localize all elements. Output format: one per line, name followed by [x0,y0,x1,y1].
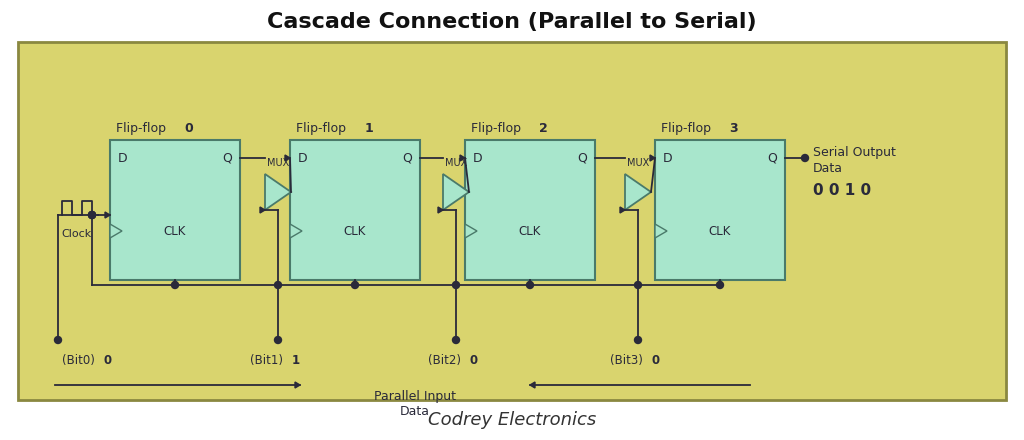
Circle shape [351,282,358,289]
Text: Codrey Electronics: Codrey Electronics [428,411,596,429]
Text: Flip-flop: Flip-flop [116,121,170,135]
Bar [655,140,785,280]
Polygon shape [443,174,469,210]
Bar [290,140,420,280]
Text: CLK: CLK [164,224,186,238]
Polygon shape [717,280,723,285]
Text: Clock: Clock [61,229,92,239]
Text: Flip-flop: Flip-flop [471,121,525,135]
Circle shape [88,212,95,219]
Polygon shape [530,382,535,388]
Polygon shape [295,382,300,388]
Polygon shape [460,155,465,161]
Text: Cascade Connection (Parallel to Serial): Cascade Connection (Parallel to Serial) [267,12,757,32]
Text: Data: Data [813,161,843,175]
Text: D: D [473,151,482,165]
Text: (Bit2): (Bit2) [428,354,465,367]
Text: 0: 0 [184,121,193,135]
Text: CLK: CLK [709,224,731,238]
Text: CLK: CLK [519,224,542,238]
Circle shape [453,337,460,344]
Text: 0: 0 [652,354,660,367]
Text: (Bit3): (Bit3) [610,354,646,367]
Circle shape [635,282,641,289]
Bar [465,140,595,280]
Text: 0: 0 [470,354,478,367]
Text: Q: Q [767,151,777,165]
Text: (Bit0): (Bit0) [62,354,98,367]
Text: 1: 1 [292,354,300,367]
Text: 0 0 1 0: 0 0 1 0 [813,183,871,198]
Circle shape [526,282,534,289]
Text: CLK: CLK [344,224,367,238]
Polygon shape [625,174,651,210]
Polygon shape [172,280,178,285]
Text: Q: Q [402,151,412,165]
Polygon shape [260,207,265,213]
Circle shape [88,212,95,219]
Polygon shape [620,207,625,213]
Text: Flip-flop: Flip-flop [662,121,715,135]
Text: (Bit1): (Bit1) [250,354,287,367]
Circle shape [717,282,724,289]
Text: Parallel Input
Data: Parallel Input Data [374,390,456,418]
Text: 3: 3 [729,121,738,135]
Text: D: D [663,151,673,165]
Polygon shape [110,224,122,238]
Polygon shape [352,280,358,285]
Polygon shape [290,224,302,238]
Circle shape [54,337,61,344]
Bar [18,42,1006,400]
Text: Q: Q [222,151,232,165]
Polygon shape [105,212,110,218]
Polygon shape [265,174,291,210]
Polygon shape [285,155,290,161]
Text: 1: 1 [365,121,373,135]
Circle shape [171,282,178,289]
Text: D: D [298,151,307,165]
Circle shape [635,337,641,344]
Circle shape [274,282,282,289]
Polygon shape [655,224,667,238]
Circle shape [802,154,809,161]
Polygon shape [438,207,443,213]
Text: MUX: MUX [627,158,649,168]
Polygon shape [465,224,477,238]
Text: Serial Output: Serial Output [813,146,896,158]
Text: D: D [118,151,128,165]
Bar [110,140,240,280]
Text: MUX: MUX [444,158,467,168]
Text: Flip-flop: Flip-flop [296,121,350,135]
Text: MUX: MUX [267,158,289,168]
Text: 0: 0 [104,354,112,367]
Polygon shape [527,280,534,285]
Circle shape [274,337,282,344]
Polygon shape [650,155,655,161]
Text: Q: Q [578,151,587,165]
Text: 2: 2 [540,121,548,135]
Circle shape [453,282,460,289]
Circle shape [88,212,95,219]
